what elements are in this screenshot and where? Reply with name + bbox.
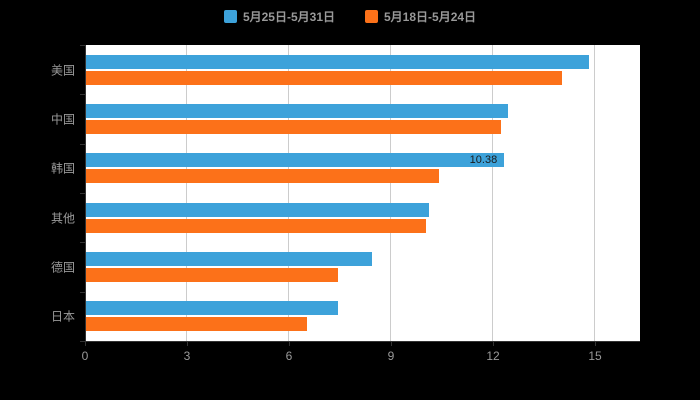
- y-axis-label: 韩国: [50, 161, 75, 176]
- y-axis-label: 美国: [50, 63, 75, 78]
- y-axis-label: 中国: [50, 112, 75, 127]
- x-axis-tick: [289, 341, 290, 346]
- grid-line: [492, 45, 493, 341]
- bar-series1: [86, 104, 508, 118]
- x-axis-label: 9: [387, 349, 395, 363]
- grid-line: [288, 45, 289, 341]
- legend-item-week-may18-24[interactable]: 5月18日-5月24日: [365, 8, 476, 25]
- bar-series2: [86, 70, 562, 85]
- grid-line: [390, 45, 391, 341]
- y-axis-tick: [80, 144, 85, 145]
- bar-series2: [86, 120, 501, 134]
- x-axis-label: 3: [183, 349, 191, 363]
- legend-label-week-may25-31: 5月25日-5月31日: [242, 10, 335, 24]
- x-axis-tick: [85, 341, 86, 346]
- x-axis-label: 0: [81, 349, 89, 363]
- y-axis-line: [85, 45, 86, 341]
- x-axis-label: 12: [486, 349, 500, 363]
- bar-series1: [86, 301, 338, 316]
- legend-swatch-orange-icon: [365, 10, 378, 23]
- x-axis-line: [85, 341, 640, 342]
- bar-series2: [86, 218, 426, 233]
- grid-line: [594, 45, 595, 341]
- y-axis-tick: [80, 341, 85, 342]
- y-axis-tick: [80, 242, 85, 243]
- x-axis-label: 6: [285, 349, 293, 363]
- bar-series2: [86, 169, 439, 184]
- y-axis-label: 德国: [50, 260, 75, 275]
- legend-swatch-blue-icon: [223, 10, 237, 23]
- y-axis-tick: [80, 94, 85, 95]
- legend: 5月25日-5月31日 5月18日-5月24日: [0, 8, 700, 25]
- grid-line: [186, 45, 187, 341]
- y-axis-tick: [80, 193, 85, 194]
- x-axis-tick: [493, 341, 494, 346]
- y-axis-label: 其他: [50, 211, 75, 226]
- bar-series1: [86, 153, 505, 168]
- x-axis-label: 15: [588, 349, 602, 363]
- bar-series1: [86, 202, 430, 217]
- x-axis-tick: [391, 341, 392, 346]
- y-axis-label: 日本: [50, 309, 75, 324]
- y-axis-tick: [80, 292, 85, 293]
- x-axis-tick: [187, 341, 188, 346]
- bar-series1: [86, 252, 372, 266]
- bar-data-label: 10.38: [469, 154, 498, 167]
- legend-item-week-may25-31[interactable]: 5月25日-5月31日: [223, 8, 335, 25]
- bar-series2: [86, 268, 338, 282]
- plot-area: 10.38: [85, 45, 640, 341]
- legend-label-week-may18-24: 5月18日-5月24日: [384, 10, 477, 24]
- x-axis-tick: [595, 341, 596, 346]
- bar-series2: [86, 317, 307, 332]
- bar-series1: [86, 54, 590, 69]
- y-axis-tick: [80, 45, 85, 46]
